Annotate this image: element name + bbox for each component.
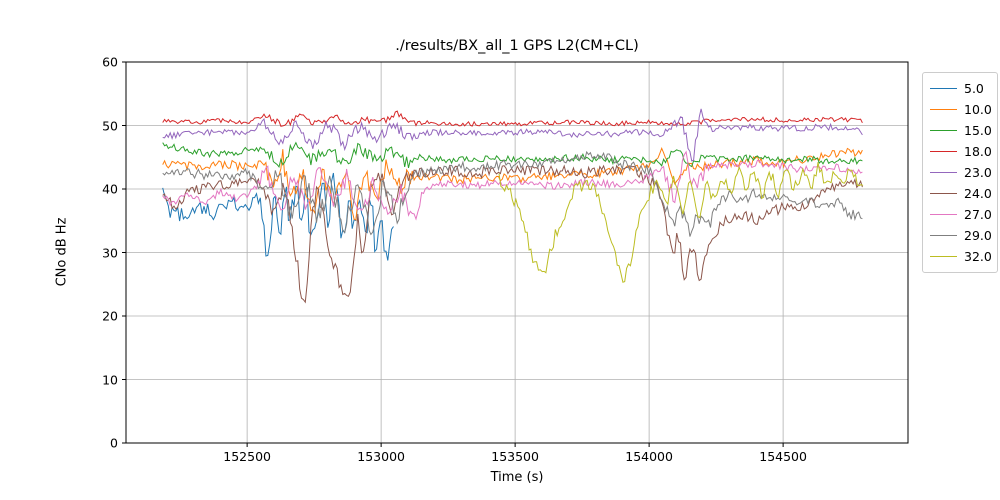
legend-box: 5.0 10.0 15.0 18.0 23.0 24.0 27.0 29.0 32.0 [922, 72, 998, 273]
legend-label: 24.0 [964, 186, 992, 201]
y-tick-label: 50 [102, 118, 118, 133]
legend-line-swatch [930, 256, 957, 257]
y-tick-label: 0 [110, 435, 118, 451]
y-tick-label: 40 [102, 181, 118, 197]
legend-label: 23.0 [964, 165, 992, 180]
x-axis-label: Time (s) [490, 470, 544, 485]
legend-item: 29.0 [930, 225, 992, 246]
legend-item: 18.0 [930, 141, 992, 162]
data-series-lines [162, 108, 864, 304]
y-axis-label: CNo dB Hz [54, 217, 70, 287]
legend-item: 32.0 [930, 246, 992, 267]
legend-label: 27.0 [964, 207, 992, 222]
y-tick-label: 60 [102, 54, 118, 70]
legend-line-swatch [930, 130, 957, 131]
legend-line-swatch [930, 235, 957, 236]
x-tick-label: 154000 [625, 449, 673, 464]
x-tick-label: 153000 [357, 449, 405, 464]
grid-lines [126, 62, 908, 443]
legend-line-swatch [930, 193, 957, 194]
x-tick-label: 154500 [759, 449, 807, 464]
legend-label: 29.0 [964, 228, 992, 243]
y-tick-label: 20 [102, 308, 118, 324]
legend-label: 32.0 [964, 249, 992, 264]
legend-item: 10.0 [930, 99, 992, 120]
series-line-15.0 [162, 141, 863, 169]
legend-line-swatch [930, 109, 957, 110]
legend-item: 15.0 [930, 120, 992, 141]
legend-item: 5.0 [930, 78, 989, 99]
chart-title: ./results/BX_all_1 GPS L2(CM+CL) [395, 38, 639, 54]
series-line-32.0 [498, 162, 864, 283]
axis-tick-marks [122, 61, 784, 447]
series-line-27.0 [162, 150, 863, 221]
series-line-10.0 [162, 146, 863, 221]
series-line-29.0 [162, 150, 863, 237]
legend-label: 15.0 [964, 123, 992, 138]
series-line-23.0 [162, 108, 863, 162]
series-line-24.0 [162, 164, 863, 304]
legend-item: 27.0 [930, 204, 992, 225]
y-tick-label: 30 [102, 245, 118, 260]
legend-line-swatch [930, 151, 957, 152]
legend-item: 23.0 [930, 162, 992, 183]
legend-line-swatch [930, 172, 957, 173]
legend-line-swatch [930, 214, 957, 215]
legend-label: 5.0 [964, 81, 984, 96]
y-tick-label: 10 [102, 372, 118, 387]
legend-label: 18.0 [964, 144, 992, 159]
legend-item: 24.0 [930, 183, 992, 204]
series-line-18.0 [162, 110, 863, 127]
legend-label: 10.0 [964, 102, 992, 117]
legend-line-swatch [930, 88, 957, 89]
series-line-5.0 [162, 172, 394, 261]
x-tick-label: 152500 [223, 449, 271, 464]
x-tick-label: 153500 [491, 449, 539, 464]
axes-spines [125, 61, 909, 444]
